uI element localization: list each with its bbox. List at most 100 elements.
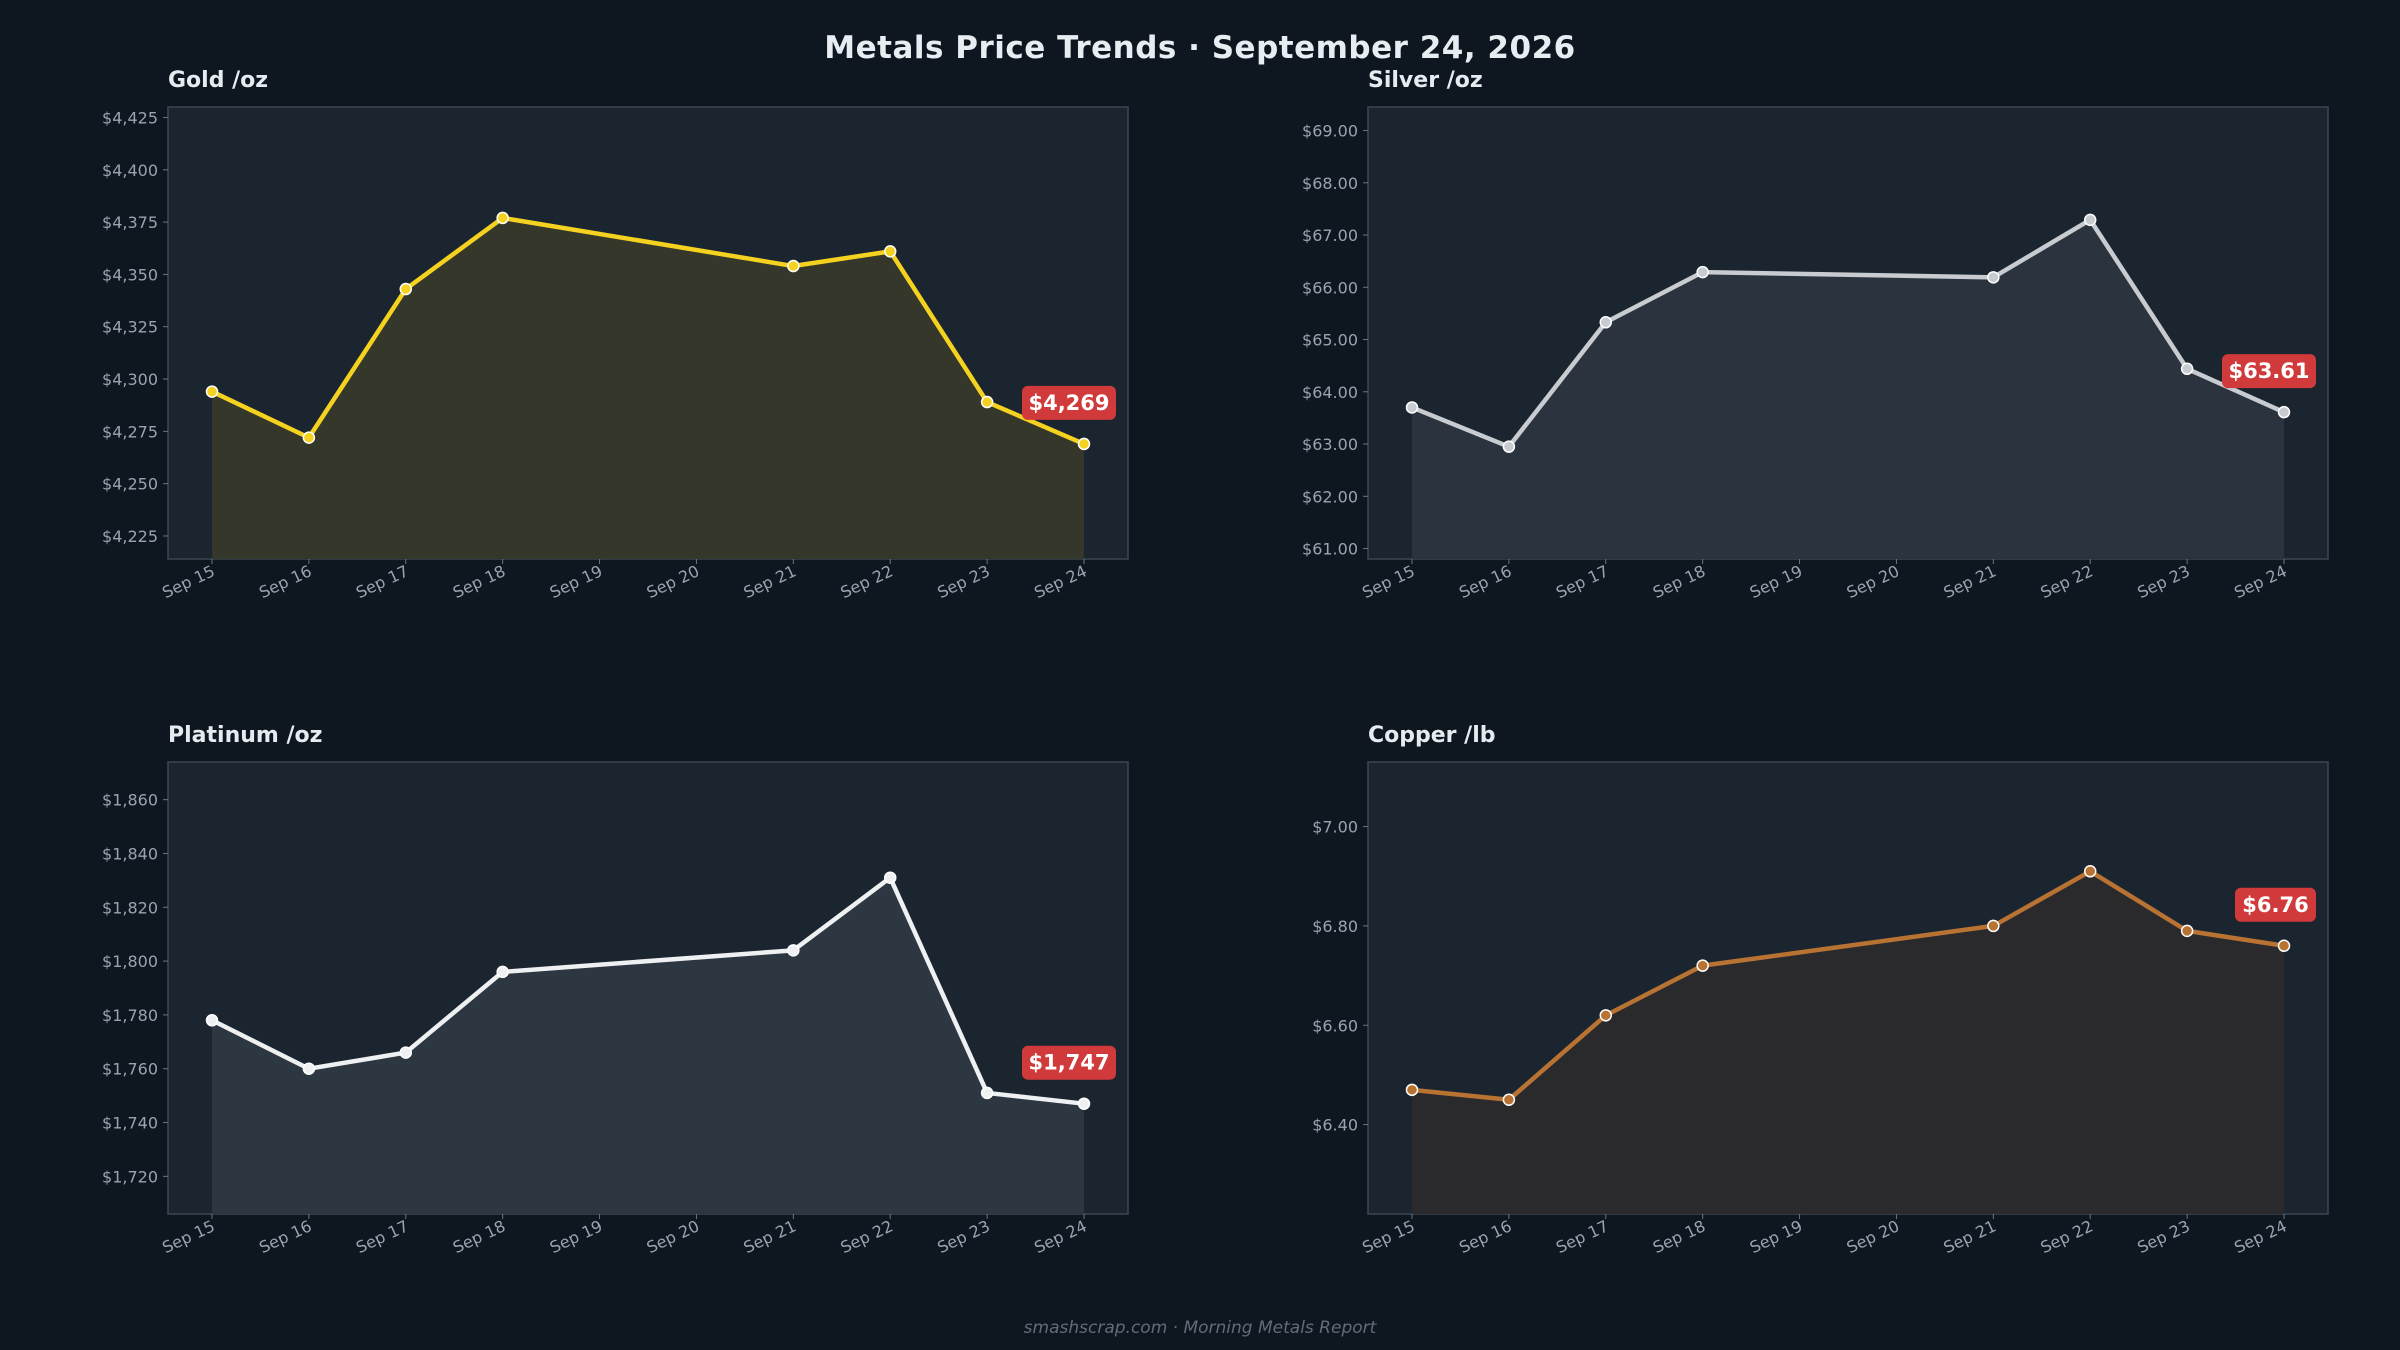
data-point [980, 1086, 994, 1100]
x-tick-label: Sep 24 [1031, 561, 1089, 602]
y-tick-label: $66.00 [1302, 278, 1358, 297]
x-tick-label: Sep 15 [1359, 561, 1417, 602]
data-point [2277, 405, 2291, 419]
chart-title: Copper /lb [1368, 723, 1496, 748]
y-tick-label: $1,820 [102, 898, 158, 917]
x-tick-label: Sep 20 [1844, 561, 1902, 602]
data-point [2277, 939, 2291, 953]
x-tick-label: Sep 16 [256, 1216, 314, 1257]
x-tick-label: Sep 22 [2037, 1216, 2095, 1257]
y-tick-label: $4,325 [102, 318, 158, 337]
y-tick-label: $4,275 [102, 422, 158, 441]
x-tick-label: Sep 22 [2037, 561, 2095, 602]
data-point [2180, 362, 2194, 376]
data-point [1599, 316, 1613, 329]
latest-value-badge [2235, 887, 2316, 922]
y-tick-label: $1,780 [102, 1006, 158, 1025]
data-point [1405, 1083, 1419, 1097]
data-point [1502, 440, 1516, 453]
data-point [2083, 213, 2097, 227]
y-tick-label: $4,300 [102, 370, 158, 389]
y-tick-label: $67.00 [1302, 226, 1358, 245]
data-point [496, 965, 509, 979]
y-tick-label: $65.00 [1302, 331, 1358, 350]
chart-panel-2: Silver /oz $61.00 $62.00 $63.00 $64.00 $65.00… [1302, 68, 2329, 602]
data-point [1599, 1009, 1613, 1022]
main-title: Metals Price Trends · September 24, 2026 [824, 30, 1576, 66]
series-line [211, 215, 1085, 446]
data-point [1987, 271, 2000, 284]
series-line [1411, 217, 2285, 449]
x-tick-label: Sep 21 [741, 561, 799, 602]
series-line [210, 875, 1085, 1106]
data-point [205, 385, 219, 398]
series-area [1412, 219, 2284, 559]
y-tick-label: $4,400 [102, 161, 158, 180]
data-point [1405, 401, 1419, 414]
x-tick-label: Sep 17 [353, 561, 411, 602]
y-tick-label: $6.60 [1312, 1016, 1358, 1035]
y-tick-label: $69.00 [1302, 122, 1358, 141]
x-tick-label: Sep 22 [837, 1216, 895, 1257]
x-tick-label: Sep 21 [1941, 561, 1999, 602]
data-point [302, 431, 316, 444]
data-point [2083, 865, 2097, 878]
latest-value-label: $4,269 [1028, 391, 1109, 415]
data-point [787, 259, 800, 273]
y-tick-label: $6.40 [1312, 1116, 1358, 1135]
series-area [1412, 871, 2284, 1214]
chart-panel-1: Gold /oz $4,225 $4,250 $4,275 $4,300 $4,325 $4… [102, 68, 1129, 602]
x-tick-label: Sep 15 [159, 1216, 217, 1257]
series-area [212, 877, 1084, 1214]
x-tick-label: Sep 17 [353, 1216, 411, 1257]
footer-credit: smashscrap.com · Morning Metals Report [1023, 1318, 1377, 1338]
y-tick-label: $68.00 [1302, 174, 1358, 193]
x-tick-label: Sep 15 [159, 561, 217, 602]
data-point [883, 871, 897, 884]
y-tick-label: $1,840 [102, 844, 158, 863]
x-tick-label: Sep 19 [547, 561, 605, 602]
x-tick-label: Sep 18 [450, 561, 508, 602]
latest-value-badge [1022, 1045, 1116, 1080]
data-point [1077, 1097, 1091, 1110]
y-tick-label: $61.00 [1302, 540, 1358, 559]
chart-title: Platinum /oz [168, 723, 322, 748]
x-tick-label: Sep 16 [1456, 1216, 1514, 1257]
data-point [496, 211, 509, 225]
data-point [205, 1014, 219, 1027]
y-tick-label: $63.00 [1302, 435, 1358, 454]
y-tick-label: $6.80 [1312, 917, 1358, 936]
data-point [1696, 959, 1709, 972]
y-tick-label: $1,800 [102, 952, 158, 971]
data-point [399, 282, 413, 296]
data-point [2180, 924, 2194, 938]
y-tick-label: $4,225 [102, 527, 158, 546]
chart-panel-4: Copper /lb $6.40 $6.60 $6.80 $7.00 Sep 15 Sep … [1312, 723, 2329, 1257]
data-point [399, 1046, 413, 1059]
y-tick-label: $4,375 [102, 213, 158, 232]
x-tick-label: Sep 18 [1650, 1216, 1708, 1257]
latest-value-label: $6.76 [2242, 893, 2308, 917]
chart-title: Silver /oz [1368, 68, 1483, 93]
y-tick-label: $64.00 [1302, 383, 1358, 402]
y-tick-label: $4,250 [102, 475, 158, 494]
series-area [212, 217, 1084, 559]
data-point [1696, 265, 1709, 279]
data-point [302, 1062, 316, 1075]
y-tick-label: $4,425 [102, 108, 158, 127]
series-line [1411, 869, 2285, 1103]
y-tick-label: $62.00 [1302, 487, 1358, 506]
data-point [1502, 1093, 1516, 1107]
y-tick-label: $7.00 [1312, 818, 1358, 837]
x-tick-label: Sep 19 [1747, 1216, 1805, 1257]
data-point [883, 245, 897, 258]
x-tick-label: Sep 16 [256, 561, 314, 602]
latest-value-label: $1,747 [1028, 1051, 1109, 1075]
y-tick-label: $1,720 [102, 1167, 158, 1186]
y-tick-label: $1,760 [102, 1060, 158, 1079]
x-tick-label: Sep 19 [547, 1216, 605, 1257]
y-tick-label: $4,350 [102, 265, 158, 284]
x-tick-label: Sep 20 [644, 1216, 702, 1257]
y-tick-label: $1,740 [102, 1114, 158, 1133]
